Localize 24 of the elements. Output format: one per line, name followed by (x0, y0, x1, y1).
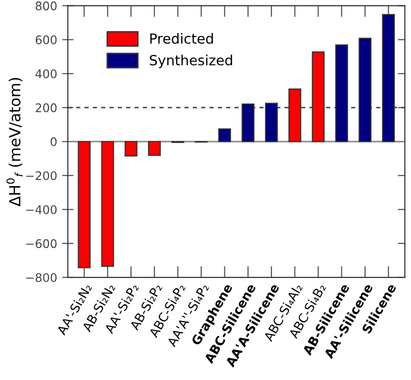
bar (218, 128, 232, 142)
legend-label: Synthesized (150, 54, 232, 68)
y-axis-title: ΔH$^{0}$$_{f}$ (meV/atom) (6, 78, 23, 206)
bar (382, 14, 395, 142)
y-tick-label: 0 (50, 137, 57, 146)
bar (78, 140, 91, 268)
legend-label: Predicted (150, 33, 213, 44)
y-tick-label: −600 (26, 239, 57, 248)
y-tick-label: 800 (36, 1, 57, 10)
bar (288, 88, 302, 142)
bar (312, 51, 325, 142)
y-tick-label: −800 (26, 273, 57, 282)
bar (265, 102, 278, 142)
y-tick-label: 600 (36, 35, 57, 44)
y-tick-label: −400 (26, 205, 57, 214)
y-tick-label: −200 (26, 171, 57, 180)
bar (242, 103, 254, 142)
y-tick-label: 400 (35, 69, 57, 78)
bar (101, 140, 114, 267)
y-tick-label: 200 (36, 103, 57, 112)
bar (124, 140, 138, 157)
bar (335, 44, 348, 142)
bar (358, 38, 372, 142)
bar (148, 140, 161, 156)
